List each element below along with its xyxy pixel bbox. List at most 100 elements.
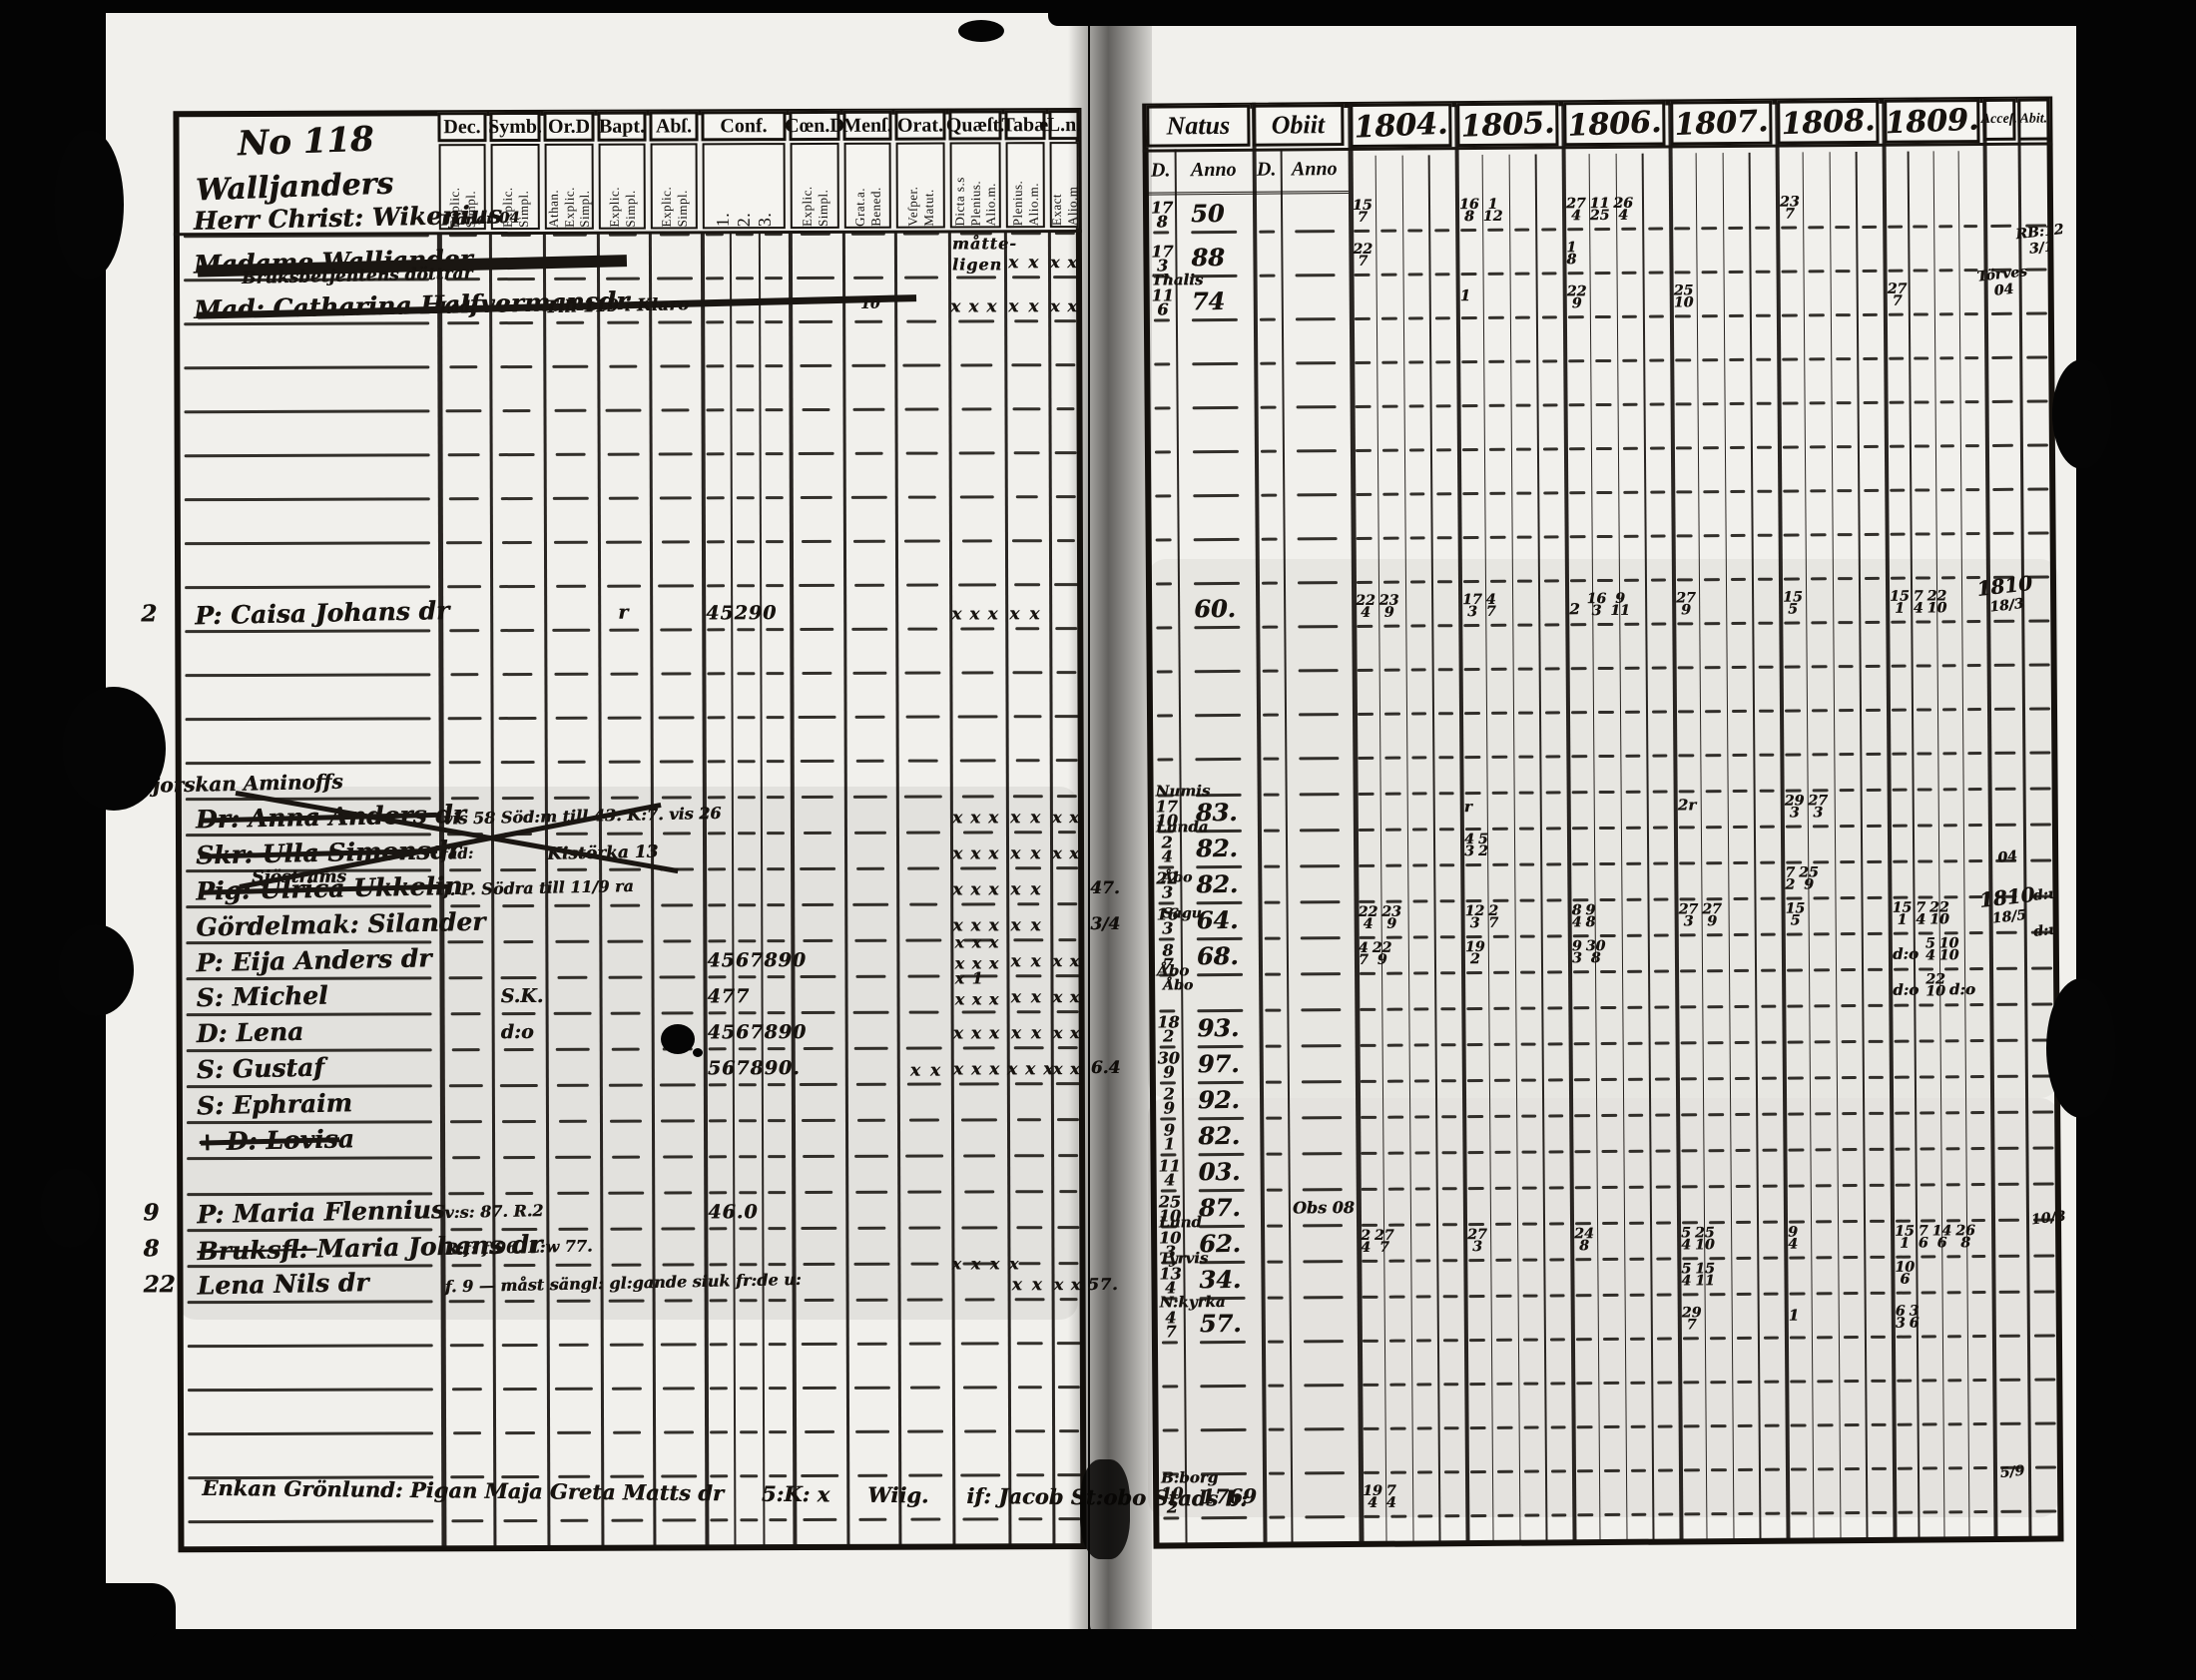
entry-token: 2	[1569, 599, 1580, 619]
row-dash	[1385, 899, 1402, 903]
date-fraction: 12 3	[1464, 902, 1485, 932]
row-dash	[1681, 1149, 1698, 1153]
row-dash	[1892, 752, 1908, 756]
row-dash	[1844, 1423, 1860, 1427]
row-dash	[1653, 897, 1669, 901]
row-dash	[1487, 228, 1503, 232]
row-dash	[1631, 1512, 1647, 1516]
row-dash	[1763, 1336, 1780, 1340]
row-dash	[1515, 403, 1531, 407]
row-dash	[1864, 576, 1881, 580]
row-dash	[1489, 447, 1505, 451]
row-dash	[1545, 827, 1562, 831]
row-dash	[1944, 1111, 1960, 1115]
date-fraction: 15 1	[1892, 899, 1913, 929]
row-dash	[1970, 1219, 1986, 1223]
row-dash	[1492, 827, 1508, 831]
row-dash	[1462, 535, 1479, 540]
row-dash	[1816, 1292, 1833, 1296]
date-fraction: 26 8	[1955, 1223, 1975, 1252]
row-dash	[1810, 533, 1827, 537]
row-dash	[1870, 1291, 1886, 1295]
row-dash	[1267, 1296, 1285, 1300]
date-fraction: 23 9	[1378, 592, 1399, 622]
row-dash	[1707, 969, 1723, 973]
row-dash	[1161, 1341, 1179, 1345]
row-dash	[1997, 1182, 2019, 1186]
row-dash	[1465, 827, 1481, 832]
row-dash	[1195, 864, 1243, 869]
row-dash	[1790, 1336, 1806, 1340]
row-dash	[1791, 1511, 1808, 1515]
natus-anno: 74	[1191, 285, 1226, 316]
row-dash	[1577, 1513, 1594, 1517]
row-dash	[1297, 625, 1339, 629]
date-fraction: 22 9	[1372, 939, 1392, 969]
row-dash	[1867, 931, 1883, 935]
row-dash	[1940, 532, 1955, 536]
row-dash	[1757, 533, 1773, 537]
row-dash	[1707, 1005, 1723, 1009]
row-dash	[1467, 1114, 1484, 1119]
acces-token: 04	[1992, 280, 2015, 299]
row-dash	[1844, 1380, 1860, 1384]
ink-blot	[693, 1048, 703, 1057]
row-dash	[1302, 1260, 1344, 1264]
row-dash	[2033, 1290, 2055, 1294]
row-dash	[1414, 1223, 1431, 1227]
row-dash	[1356, 536, 1372, 540]
row-dash	[1265, 1116, 1283, 1120]
row-dash	[1436, 624, 1453, 628]
row-dash	[1623, 490, 1639, 494]
row-dash	[1382, 536, 1399, 540]
row-dash	[1491, 711, 1507, 715]
date-fraction: 11 4	[1158, 1156, 1181, 1190]
row-dash	[1990, 311, 2012, 315]
row-dash	[1600, 1077, 1617, 1082]
row-dash	[1965, 532, 1981, 536]
row-dash	[1818, 1511, 1834, 1515]
row-dash	[1756, 489, 1773, 493]
date-fraction: 16 3	[1156, 904, 1179, 938]
row-dash	[1969, 1111, 1985, 1115]
row-dash	[1488, 359, 1504, 363]
row-dash	[1915, 444, 1929, 448]
row-dash	[1917, 788, 1932, 792]
row-dash	[1594, 314, 1611, 319]
row-dash	[1840, 968, 1857, 972]
row-dash	[1302, 1152, 1343, 1156]
acces-token: 04	[1996, 847, 2018, 866]
row-dash	[1996, 1002, 2018, 1006]
row-dash	[1891, 576, 1906, 580]
date-fraction: 9 11	[1610, 590, 1630, 620]
row-dash	[1808, 270, 1825, 274]
row-dash	[1754, 226, 1771, 230]
row-dash	[1435, 404, 1451, 408]
row-dash	[1543, 579, 1560, 583]
row-dash	[1385, 828, 1401, 832]
row-dash	[1383, 668, 1400, 672]
row-dash	[1889, 356, 1904, 360]
abit-header: Abit.	[2017, 98, 2050, 141]
row-dash	[1895, 1147, 1911, 1151]
natus-anno: 50	[1190, 198, 1225, 229]
row-dash	[1761, 1112, 1778, 1116]
natus-anno: 64.	[1196, 904, 1239, 935]
row-dash	[1465, 898, 1482, 903]
row-dash	[1550, 1425, 1566, 1429]
row-dash	[1412, 899, 1428, 903]
row-dash	[1755, 313, 1772, 317]
row-dash	[1917, 752, 1932, 756]
row-dash	[1301, 1080, 1343, 1084]
row-dash	[1943, 931, 1958, 935]
row-dash	[1304, 1427, 1346, 1431]
row-dash	[1192, 493, 1240, 498]
row-dash	[1489, 491, 1505, 495]
row-dash	[1730, 489, 1746, 494]
row-dash	[1380, 316, 1397, 320]
